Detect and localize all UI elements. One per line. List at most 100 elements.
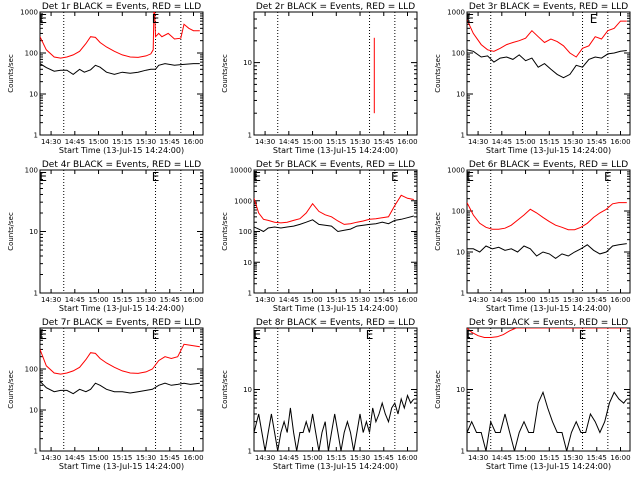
x-tick-label: 16:00 — [183, 454, 203, 462]
chart-panel-4: Det 4r BLACK = Events, RED = LLD 14:30 14:… — [7, 160, 204, 313]
y-tick-label: 10 — [243, 386, 252, 394]
plot-frame — [253, 11, 418, 136]
event-marker: E — [579, 328, 587, 342]
event-marker: E — [391, 170, 399, 184]
y-tick-label: 100 — [25, 167, 38, 175]
x-tick-label: 15:45 — [374, 296, 394, 304]
x-tick-label: 16:00 — [610, 138, 630, 146]
y-tick-label: 1000 — [234, 197, 252, 205]
y-axis-label: Counts/sec — [221, 54, 229, 93]
y-axis-label: Counts/sec — [434, 54, 442, 93]
x-tick-label: 16:00 — [397, 454, 417, 462]
y-tick-label: 10 — [243, 259, 252, 267]
x-tick-label: 14:30 — [468, 296, 488, 304]
series-line-lld — [467, 19, 627, 58]
y-axis-label: Counts/sec — [7, 370, 15, 409]
chart-panel-6: Det 6r BLACK = Events, RED = LLD 14:30 14:… — [434, 160, 631, 313]
plot-frame — [466, 327, 631, 452]
x-tick-label: 14:45 — [492, 138, 512, 146]
x-tick-label: 14:45 — [279, 454, 299, 462]
x-tick-label: 15:15 — [539, 454, 559, 462]
event-marker: E — [366, 328, 374, 342]
y-axis-label: Counts/sec — [434, 370, 442, 409]
series-line-events — [467, 243, 627, 260]
chart-panel-9: Det 9r BLACK = Events, RED = LLD 14:30 14:… — [434, 318, 631, 471]
event-marker: E — [152, 170, 160, 184]
chart-panel-5: Det 5r BLACK = Events, RED = LLD 14:30 14:… — [221, 160, 418, 313]
x-tick-label: 15:15 — [112, 454, 132, 462]
x-axis-label: Start Time (13-Jul-15 14:24:00) — [486, 304, 611, 313]
plot-frame — [466, 169, 631, 294]
x-tick-label: 15:30 — [350, 454, 370, 462]
chart-panel-2: Det 2r BLACK = Events, RED = LLD 14:30 14:… — [221, 2, 418, 155]
y-axis-label: Counts/sec — [7, 212, 15, 251]
series-line-events — [254, 215, 414, 233]
x-tick-label: 15:45 — [587, 138, 607, 146]
x-tick-label: 14:30 — [468, 454, 488, 462]
chart-title: Det 1r BLACK = Events, RED = LLD — [42, 2, 201, 12]
x-tick-label: 15:00 — [302, 296, 322, 304]
x-tick-label: 15:45 — [160, 296, 180, 304]
chart-panel-1: Det 1r BLACK = Events, RED = LLD 14:30 14:… — [7, 2, 204, 155]
x-tick-label: 15:45 — [160, 138, 180, 146]
x-axis-label: Start Time (13-Jul-15 14:24:00) — [486, 462, 611, 471]
chart-panel-3: Det 3r BLACK = Events, RED = LLD 14:30 14:… — [434, 2, 631, 155]
chart-title: Det 8r BLACK = Events, RED = LLD — [256, 318, 415, 328]
chart-title: Det 6r BLACK = Events, RED = LLD — [469, 160, 628, 170]
x-tick-label: 15:15 — [112, 138, 132, 146]
y-tick-label: 10 — [29, 407, 38, 415]
x-tick-label: 15:00 — [515, 454, 535, 462]
event-marker: E — [152, 328, 160, 342]
x-tick-label: 15:30 — [136, 296, 156, 304]
y-tick-label: 1 — [461, 448, 465, 456]
event-marker: E — [604, 170, 612, 184]
y-tick-label: 1 — [461, 290, 465, 298]
x-tick-label: 14:30 — [255, 138, 275, 146]
chart-panel-8: Det 8r BLACK = Events, RED = LLD 14:30 14:… — [221, 318, 418, 471]
event-marker: E — [39, 328, 47, 342]
x-tick-label: 15:00 — [515, 296, 535, 304]
event-marker: E — [466, 170, 474, 184]
x-axis-label: Start Time (13-Jul-15 14:24:00) — [273, 462, 398, 471]
y-tick-label: 1000 — [447, 9, 465, 17]
y-tick-label: 1 — [461, 132, 465, 140]
chart-panel-7: Det 7r BLACK = Events, RED = LLD 14:30 14:… — [7, 318, 204, 471]
y-tick-label: 10000 — [230, 167, 252, 175]
y-tick-label: 10 — [456, 249, 465, 257]
y-tick-label: 1000 — [447, 167, 465, 175]
x-tick-label: 14:30 — [41, 454, 61, 462]
y-tick-label: 10 — [243, 59, 252, 67]
x-axis-label: Start Time (13-Jul-15 14:24:00) — [486, 146, 611, 155]
y-tick-label: 1 — [248, 290, 252, 298]
x-tick-label: 15:15 — [326, 138, 346, 146]
x-tick-label: 14:30 — [468, 138, 488, 146]
y-tick-label: 10 — [29, 228, 38, 236]
event-marker: E — [590, 12, 598, 26]
x-axis-label: Start Time (13-Jul-15 14:24:00) — [273, 304, 398, 313]
series-line-lld — [467, 202, 627, 231]
x-tick-label: 16:00 — [610, 296, 630, 304]
x-axis-label: Start Time (13-Jul-15 14:24:00) — [273, 146, 398, 155]
x-axis-label: Start Time (13-Jul-15 14:24:00) — [59, 304, 184, 313]
x-tick-label: 15:45 — [587, 296, 607, 304]
y-tick-label: 10 — [456, 386, 465, 394]
series-line-events — [40, 380, 200, 395]
plot-frame — [253, 169, 418, 294]
y-tick-label: 1000 — [20, 9, 38, 17]
x-tick-label: 15:15 — [539, 138, 559, 146]
y-tick-label: 100 — [452, 50, 465, 58]
event-marker: E — [466, 12, 474, 26]
chart-title: Det 3r BLACK = Events, RED = LLD — [469, 2, 628, 12]
plot-frame — [39, 327, 204, 452]
x-tick-label: 15:30 — [563, 454, 583, 462]
x-tick-label: 16:00 — [397, 296, 417, 304]
y-tick-label: 100 — [25, 50, 38, 58]
x-tick-label: 16:00 — [610, 454, 630, 462]
x-tick-label: 14:30 — [41, 296, 61, 304]
x-axis-label: Start Time (13-Jul-15 14:24:00) — [59, 146, 184, 155]
y-tick-label: 10 — [456, 91, 465, 99]
series-line-lld — [467, 328, 627, 338]
series-line-events — [467, 49, 627, 79]
x-tick-label: 15:15 — [539, 296, 559, 304]
